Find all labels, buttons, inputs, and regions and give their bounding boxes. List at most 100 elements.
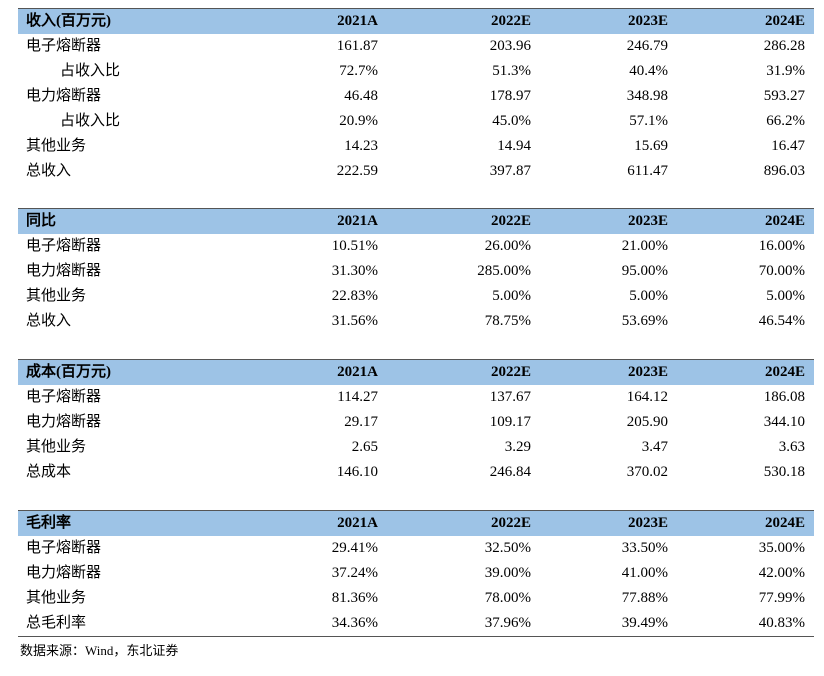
header-cell: 2024E bbox=[764, 515, 805, 531]
header-cell: 2023E bbox=[627, 364, 668, 380]
value-cell: 34.36% bbox=[331, 615, 378, 631]
data-row: 总收入 31.56% 78.75% 53.69% 46.54% bbox=[18, 309, 814, 334]
value-cell: 32.50% bbox=[484, 540, 531, 556]
label-cell: 电力熔断器 bbox=[26, 414, 102, 430]
value-cell: 70.00% bbox=[758, 263, 805, 279]
label-cell: 电子熔断器 bbox=[26, 389, 102, 405]
data-row: 电子熔断器 114.27 137.67 164.12 186.08 bbox=[18, 385, 814, 410]
value-cell: 137.67 bbox=[489, 389, 531, 405]
label-cell: 占收入比 bbox=[60, 63, 121, 79]
value-cell: 31.56% bbox=[331, 313, 378, 329]
table-section: 毛利率 2021A 2022E 2023E 2024E 电子熔断器 29.41% 32.50%… bbox=[18, 510, 814, 637]
value-cell: 21.00% bbox=[621, 238, 668, 254]
label-cell: 电子熔断器 bbox=[26, 238, 102, 254]
value-cell: 3.63 bbox=[778, 439, 805, 455]
value-cell: 53.69% bbox=[621, 313, 668, 329]
value-cell: 78.75% bbox=[484, 313, 531, 329]
label-cell: 其他业务 bbox=[26, 138, 87, 154]
data-row: 电力熔断器 46.48 178.97 348.98 593.27 bbox=[18, 84, 814, 109]
data-row: 占收入比 72.7% 51.3% 40.4% 31.9% bbox=[18, 59, 814, 84]
value-cell: 22.83% bbox=[331, 288, 378, 304]
value-cell: 146.10 bbox=[336, 464, 378, 480]
value-cell: 15.69 bbox=[634, 138, 668, 154]
value-cell: 46.54% bbox=[758, 313, 805, 329]
value-cell: 39.49% bbox=[621, 615, 668, 631]
table-section: 收入(百万元) 2021A 2022E 2023E 2024E 电子熔断器 161.87 20… bbox=[18, 8, 814, 184]
value-cell: 35.00% bbox=[758, 540, 805, 556]
label-cell: 总收入 bbox=[26, 163, 72, 179]
value-cell: 78.00% bbox=[484, 590, 531, 606]
header-row: 成本(百万元) 2021A 2022E 2023E 2024E bbox=[18, 359, 814, 385]
value-cell: 186.08 bbox=[763, 389, 805, 405]
label-cell: 电力熔断器 bbox=[26, 88, 102, 104]
value-cell: 2.65 bbox=[351, 439, 378, 455]
value-cell: 348.98 bbox=[626, 88, 668, 104]
value-cell: 109.17 bbox=[489, 414, 531, 430]
label-cell: 电子熔断器 bbox=[26, 38, 102, 54]
value-cell: 37.24% bbox=[331, 565, 378, 581]
header-cell: 2021A bbox=[337, 213, 378, 229]
header-cell: 2021A bbox=[337, 13, 378, 29]
source-note: 数据来源：Wind，东北证券 bbox=[20, 643, 179, 658]
header-row: 毛利率 2021A 2022E 2023E 2024E bbox=[18, 510, 814, 536]
label-cell: 其他业务 bbox=[26, 590, 87, 606]
value-cell: 29.17 bbox=[344, 414, 378, 430]
value-cell: 81.36% bbox=[331, 590, 378, 606]
header-cell: 2024E bbox=[764, 364, 805, 380]
data-row: 其他业务 14.23 14.94 15.69 16.47 bbox=[18, 134, 814, 159]
header-cell: 2023E bbox=[627, 213, 668, 229]
value-cell: 45.0% bbox=[492, 113, 531, 129]
value-cell: 3.47 bbox=[641, 439, 668, 455]
value-cell: 611.47 bbox=[627, 163, 668, 179]
value-cell: 203.96 bbox=[489, 38, 531, 54]
value-cell: 178.97 bbox=[489, 88, 531, 104]
value-cell: 114.27 bbox=[337, 389, 378, 405]
value-cell: 72.7% bbox=[339, 63, 378, 79]
label-cell: 电力熔断器 bbox=[26, 565, 102, 581]
header-cell: 2022E bbox=[490, 13, 531, 29]
data-row: 电力熔断器 29.17 109.17 205.90 344.10 bbox=[18, 410, 814, 435]
label-cell: 电子熔断器 bbox=[26, 540, 102, 556]
header-row: 同比 2021A 2022E 2023E 2024E bbox=[18, 208, 814, 234]
header-cell: 成本(百万元) bbox=[26, 364, 111, 380]
value-cell: 16.47 bbox=[771, 138, 805, 154]
header-cell: 2021A bbox=[337, 364, 378, 380]
value-cell: 5.00% bbox=[766, 288, 805, 304]
table-section: 同比 2021A 2022E 2023E 2024E 电子熔断器 10.51% 26.00% 2… bbox=[18, 208, 814, 334]
value-cell: 593.27 bbox=[763, 88, 805, 104]
data-row: 总成本 146.10 246.84 370.02 530.18 bbox=[18, 460, 814, 485]
value-cell: 77.99% bbox=[758, 590, 805, 606]
value-cell: 41.00% bbox=[621, 565, 668, 581]
data-row: 电子熔断器 10.51% 26.00% 21.00% 16.00% bbox=[18, 234, 814, 259]
data-row: 其他业务 81.36% 78.00% 77.88% 77.99% bbox=[18, 586, 814, 611]
data-row: 电力熔断器 37.24% 39.00% 41.00% 42.00% bbox=[18, 561, 814, 586]
label-cell: 占收入比 bbox=[60, 113, 121, 129]
value-cell: 40.4% bbox=[629, 63, 668, 79]
header-cell: 收入(百万元) bbox=[26, 13, 111, 29]
value-cell: 46.48 bbox=[344, 88, 378, 104]
value-cell: 26.00% bbox=[484, 238, 531, 254]
label-cell: 总成本 bbox=[26, 464, 72, 480]
label-cell: 其他业务 bbox=[26, 288, 87, 304]
table-section: 成本(百万元) 2021A 2022E 2023E 2024E 电子熔断器 114.27 13… bbox=[18, 359, 814, 485]
value-cell: 896.03 bbox=[763, 163, 805, 179]
header-cell: 2022E bbox=[490, 213, 531, 229]
value-cell: 77.88% bbox=[621, 590, 668, 606]
value-cell: 39.00% bbox=[484, 565, 531, 581]
header-cell: 2022E bbox=[490, 515, 531, 531]
value-cell: 3.29 bbox=[504, 439, 531, 455]
data-row: 其他业务 2.65 3.29 3.47 3.63 bbox=[18, 435, 814, 460]
label-cell: 总收入 bbox=[26, 313, 72, 329]
data-row: 占收入比 20.9% 45.0% 57.1% 66.2% bbox=[18, 109, 814, 134]
value-cell: 370.02 bbox=[626, 464, 668, 480]
header-cell: 毛利率 bbox=[26, 515, 72, 531]
value-cell: 14.94 bbox=[497, 138, 531, 154]
header-row: 收入(百万元) 2021A 2022E 2023E 2024E bbox=[18, 8, 814, 34]
value-cell: 286.28 bbox=[763, 38, 805, 54]
data-row: 电子熔断器 29.41% 32.50% 33.50% 35.00% bbox=[18, 536, 814, 561]
value-cell: 246.84 bbox=[489, 464, 531, 480]
label-cell: 电力熔断器 bbox=[26, 263, 102, 279]
value-cell: 5.00% bbox=[492, 288, 531, 304]
value-cell: 397.87 bbox=[489, 163, 531, 179]
value-cell: 51.3% bbox=[492, 63, 531, 79]
